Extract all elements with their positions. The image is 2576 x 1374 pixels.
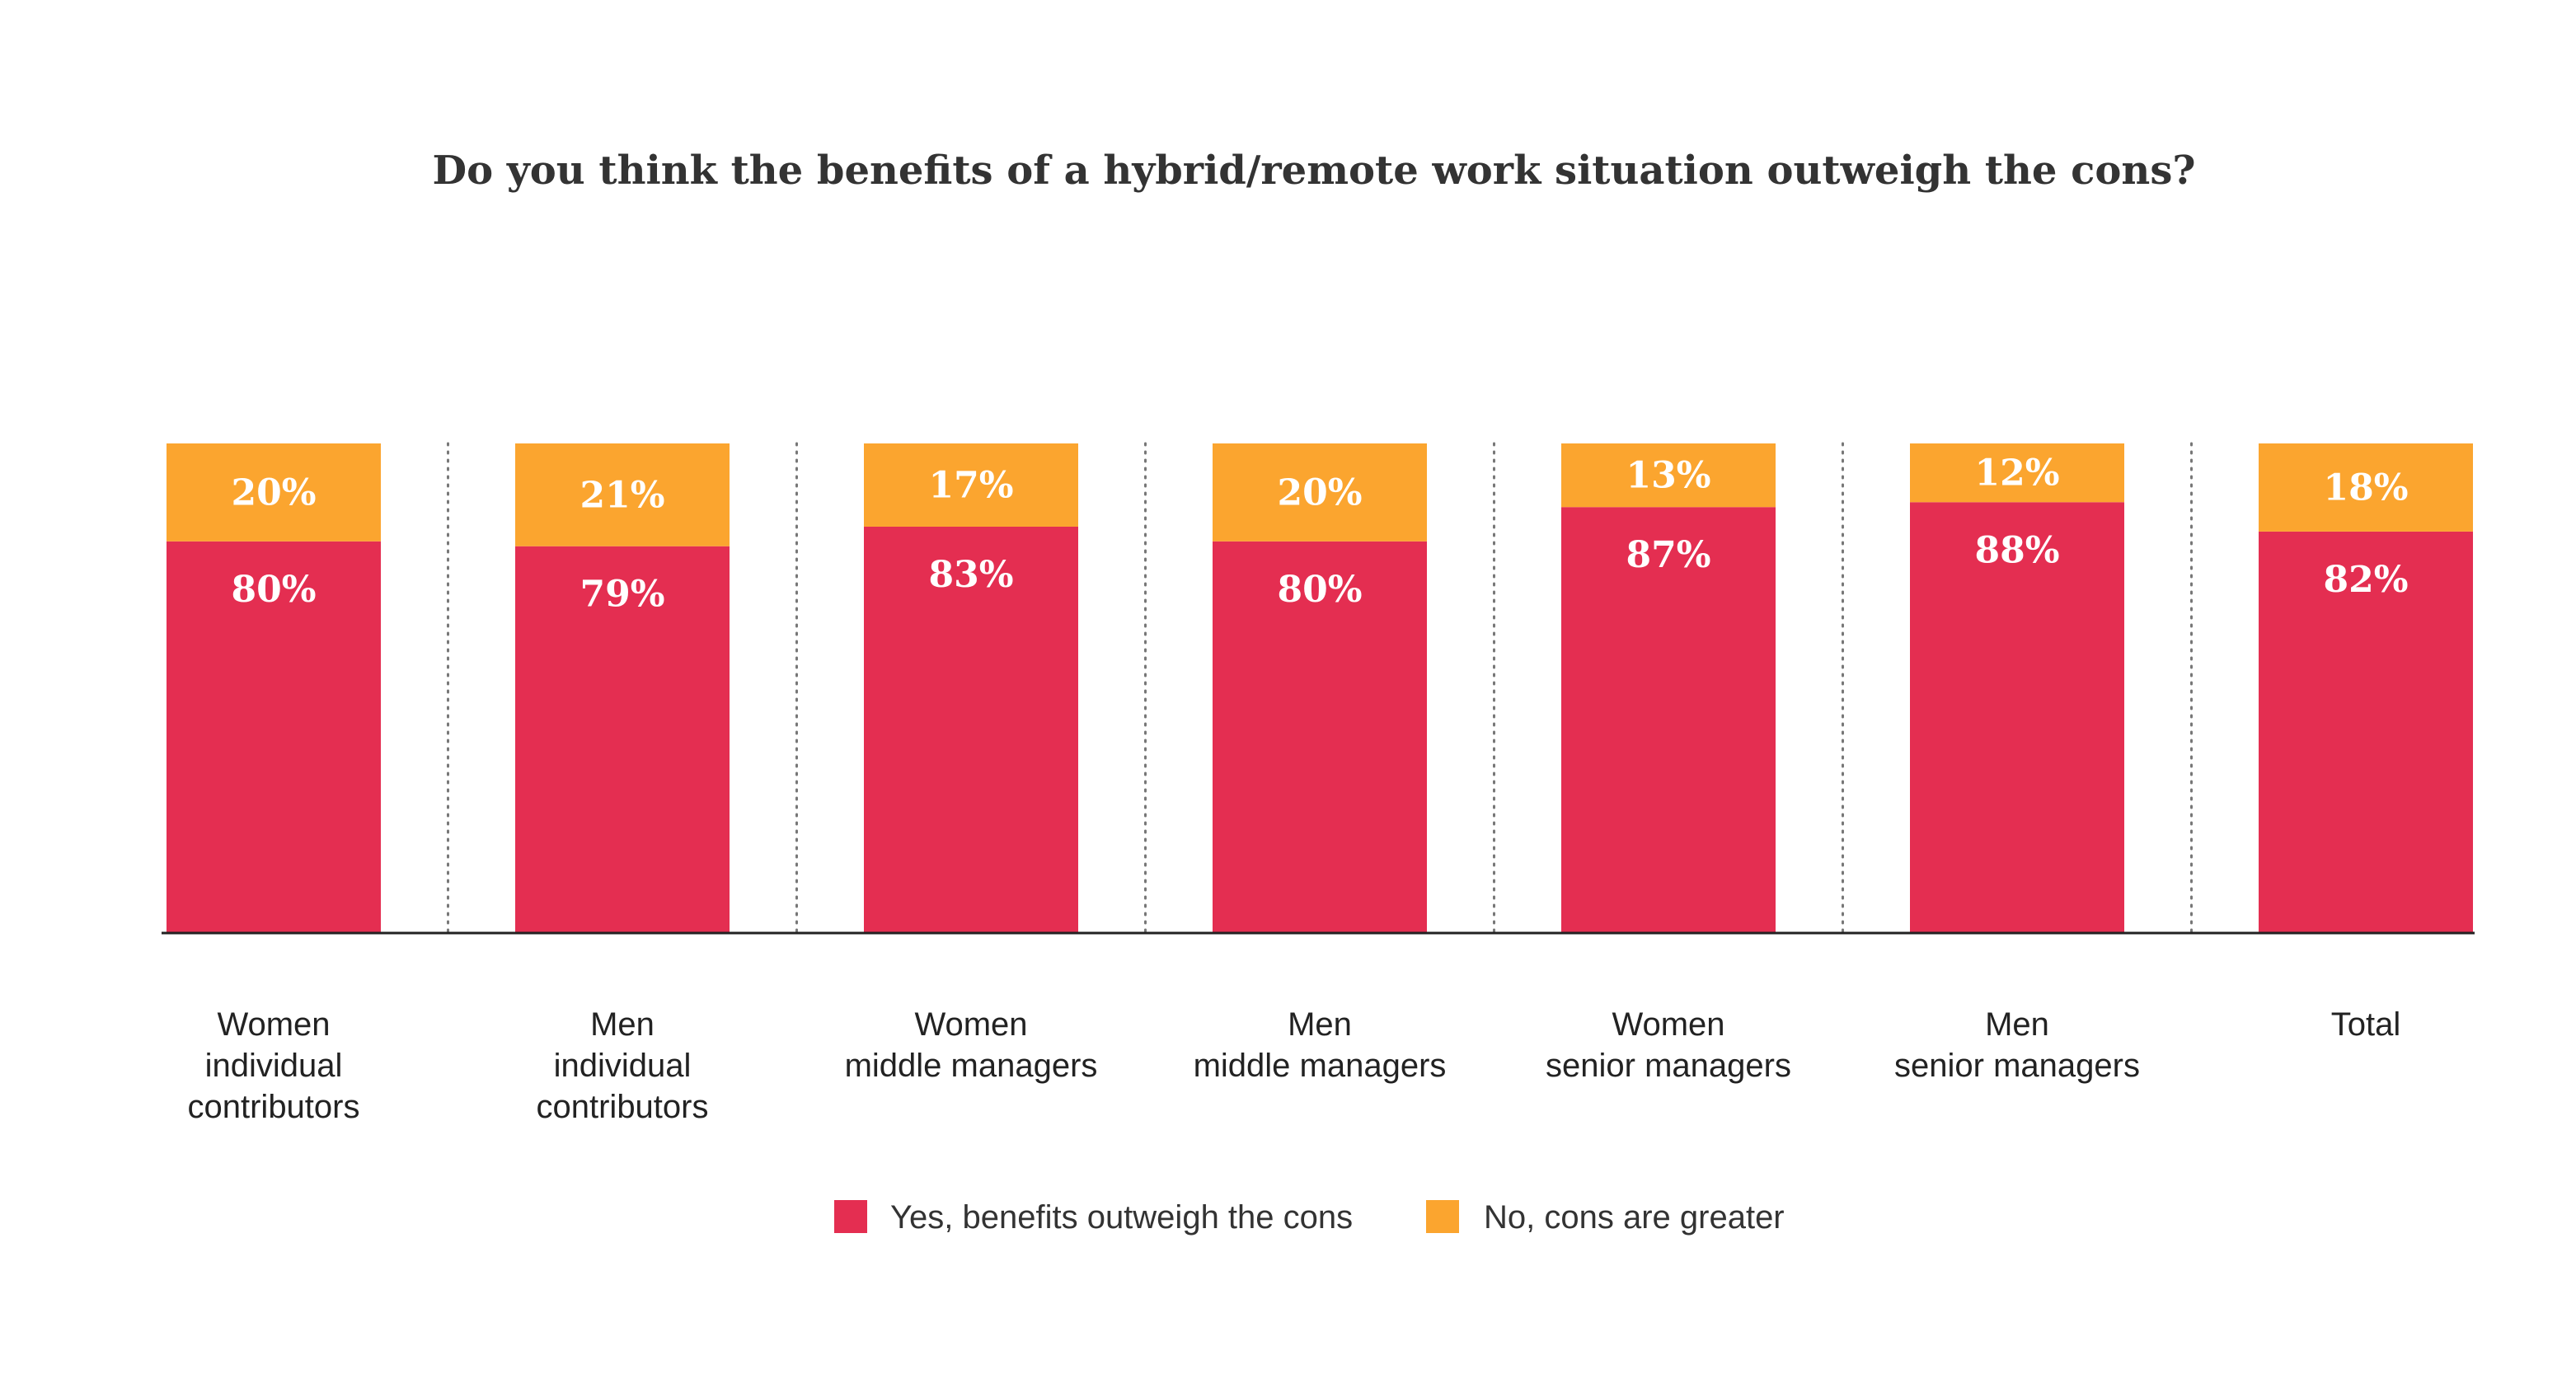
category-label: Men xyxy=(1288,1006,1352,1043)
legend-label-no: No, cons are greater xyxy=(1484,1199,1785,1236)
bar-no xyxy=(864,443,1078,527)
legend: Yes, benefits outweigh the cons No, cons … xyxy=(834,1199,1785,1236)
category-label: Women xyxy=(217,1006,330,1043)
bar-yes xyxy=(2259,531,2473,933)
value-labels: 20% 80% 21% 79% 17% 83% 20% 80% 13% 87% 12% 88% 18% 8… xyxy=(231,453,2408,616)
category-label: contributors xyxy=(537,1089,709,1125)
category-label: Men xyxy=(590,1006,655,1043)
bar-no xyxy=(1561,443,1776,508)
category-label: senior managers xyxy=(1546,1048,1791,1084)
category-label: Total xyxy=(2331,1006,2401,1043)
value-label-no: 20% xyxy=(231,471,316,513)
category-label: middle managers xyxy=(845,1048,1098,1084)
category-label: individual xyxy=(554,1048,692,1084)
value-label-yes: 83% xyxy=(928,554,1013,596)
category-label: Women xyxy=(1612,1006,1724,1043)
value-label-no: 13% xyxy=(1626,455,1710,497)
category-label: Men xyxy=(1985,1006,2049,1043)
category-labels: Women individual contributors Men individual… xyxy=(188,1006,2401,1125)
category-label: contributors xyxy=(188,1089,360,1125)
value-label-yes: 79% xyxy=(579,574,664,616)
category-label: individual xyxy=(205,1048,343,1084)
value-label-no: 17% xyxy=(928,464,1013,506)
value-label-no: 18% xyxy=(2323,467,2408,509)
bar-no xyxy=(515,443,730,546)
category-label: senior managers xyxy=(1894,1048,2140,1084)
value-label-yes: 87% xyxy=(1626,534,1710,576)
category-label: middle managers xyxy=(1194,1048,1447,1084)
bar-yes xyxy=(515,546,730,933)
bar-no xyxy=(1910,443,2124,503)
bar-no xyxy=(2259,443,2473,532)
category-label: Women xyxy=(914,1006,1027,1043)
legend-swatch-no xyxy=(1426,1200,1459,1233)
category-separators xyxy=(447,442,2193,935)
bar-yes xyxy=(864,526,1078,933)
bar-yes xyxy=(1213,541,1427,933)
value-label-no: 12% xyxy=(1974,453,2059,495)
legend-swatch-yes xyxy=(834,1200,867,1233)
bar-yes xyxy=(1910,502,2124,933)
value-label-yes: 80% xyxy=(231,569,316,611)
bar-yes xyxy=(1561,507,1776,933)
value-label-yes: 80% xyxy=(1277,569,1362,611)
bar-yes xyxy=(167,541,381,933)
bar-no xyxy=(1213,443,1427,542)
value-label-no: 20% xyxy=(1277,471,1362,513)
value-label-yes: 88% xyxy=(1974,529,2059,571)
value-label-yes: 82% xyxy=(2323,559,2408,601)
bars xyxy=(167,443,2473,933)
bar-no xyxy=(167,443,381,542)
chart-title: Do you think the benefits of a hybrid/re… xyxy=(433,148,2196,194)
value-label-no: 21% xyxy=(579,474,664,516)
legend-label-yes: Yes, benefits outweigh the cons xyxy=(890,1199,1353,1236)
